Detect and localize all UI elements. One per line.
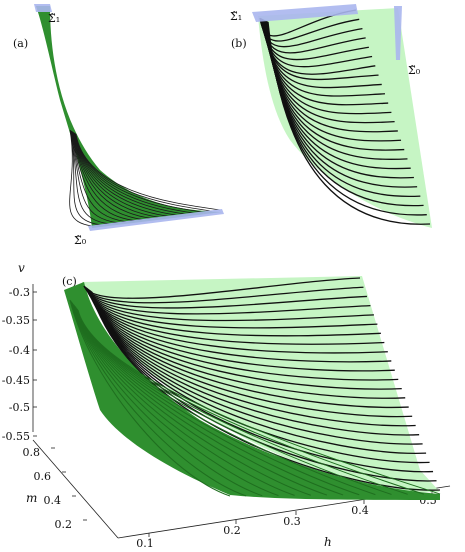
panel-b-label: (b) bbox=[231, 37, 247, 50]
panel-a-curve bbox=[75, 133, 221, 211]
h-tick-label: 0.4 bbox=[351, 504, 369, 517]
panel-c-curve bbox=[85, 287, 378, 329]
panel-a-label: (a) bbox=[13, 37, 28, 50]
v-tick-label: -0.35 bbox=[2, 314, 30, 327]
panel-c-curve bbox=[83, 285, 364, 304]
panel-b: (b) Σ̃₁ Σ̃₀ bbox=[230, 4, 432, 228]
panel-c-curve bbox=[89, 290, 423, 445]
panel-a-curve bbox=[70, 130, 110, 225]
panel-c-curve bbox=[88, 289, 409, 409]
v-tick-label: -0.3 bbox=[9, 286, 30, 299]
panel-c-curve bbox=[88, 289, 413, 418]
panel-c-curve bbox=[85, 287, 381, 337]
panel-b-curve bbox=[267, 21, 431, 225]
panel-a-sigma0: Σ̃₀ bbox=[74, 234, 87, 247]
panel-c-label: (c) bbox=[62, 275, 77, 288]
panel-a-plane-top bbox=[34, 4, 52, 12]
panel-c-curve bbox=[88, 290, 416, 427]
panel-c-lower-curve bbox=[71, 302, 279, 497]
m-tick-label: 0.6 bbox=[34, 470, 52, 483]
h-tick-label: 0.3 bbox=[283, 515, 301, 528]
v-tick-label: -0.4 bbox=[9, 344, 30, 357]
panel-a-curve bbox=[71, 131, 127, 223]
panel-a-curves bbox=[69, 129, 221, 227]
panel-c-lower-curve bbox=[70, 300, 247, 497]
panel-c-curve bbox=[84, 286, 367, 309]
panel-c-lower-curve bbox=[72, 303, 311, 496]
panel-a-curve bbox=[70, 130, 101, 226]
panel-c-curve bbox=[87, 289, 406, 399]
panel-c-curve bbox=[91, 291, 441, 491]
panel-c-curve bbox=[83, 277, 361, 299]
panel-c: (c) -0.3 -0.35 -0.4 -0.45 -0.5 -0.55 0.8 0.6 0.4… bbox=[2, 261, 451, 550]
m-axis bbox=[32, 439, 119, 539]
panel-b-plane-top bbox=[252, 4, 358, 22]
v-axis-label: v bbox=[18, 261, 25, 275]
panel-a-curve bbox=[69, 129, 93, 227]
panel-c-ticks: -0.3 -0.35 -0.4 -0.45 -0.5 -0.55 0.8 0.6 0.4 0.2 0… bbox=[2, 286, 437, 550]
panel-a-plane-bottom bbox=[88, 209, 224, 231]
m-tick-label: 0.2 bbox=[55, 518, 73, 531]
panel-c-curve bbox=[84, 286, 374, 322]
panel-a-curve bbox=[70, 130, 118, 224]
panel-c-lower-curve bbox=[77, 309, 441, 495]
panel-c-curve bbox=[87, 288, 402, 390]
panel-b-sigma1: Σ̃₁ bbox=[230, 10, 242, 23]
panel-b-plane-side bbox=[394, 6, 402, 60]
panel-c-curve bbox=[89, 290, 427, 454]
panel-c-curve bbox=[86, 287, 388, 354]
panel-c-surface-light bbox=[82, 276, 440, 493]
v-tick-label: -0.5 bbox=[9, 401, 30, 414]
panel-c-curve bbox=[86, 288, 392, 363]
panel-c-lower-curve bbox=[70, 301, 263, 497]
panel-a-surface bbox=[36, 6, 222, 228]
panel-a-curve bbox=[71, 131, 135, 222]
panel-c-curve bbox=[87, 288, 399, 381]
m-axis-label: m bbox=[26, 491, 37, 505]
panel-b-curves bbox=[259, 9, 431, 225]
panel-c-curve bbox=[86, 288, 395, 372]
panel-a-curve bbox=[73, 132, 169, 217]
h-axis-label: h bbox=[324, 535, 332, 549]
panel-a-sigma1: Σ̃₁ bbox=[48, 12, 60, 25]
panel-c-curve bbox=[85, 287, 385, 345]
panel-a: (a) Σ̃₁ Σ̃₀ bbox=[13, 4, 224, 247]
panel-c-lower-curve bbox=[69, 299, 231, 497]
panel-a-curve bbox=[72, 131, 144, 220]
panel-a-curve bbox=[72, 132, 161, 218]
m-tick-label: 0.4 bbox=[44, 494, 62, 507]
h-tick-label: 0.1 bbox=[136, 537, 154, 550]
panel-b-sigma0: Σ̃₀ bbox=[408, 64, 421, 77]
panel-c-curve bbox=[89, 290, 420, 436]
panel-c-curve bbox=[84, 286, 371, 315]
panel-b-surface bbox=[258, 8, 432, 228]
panel-a-curve bbox=[72, 131, 152, 219]
panel-c-lower-curve bbox=[71, 302, 295, 496]
v-tick-label: -0.55 bbox=[2, 430, 30, 443]
h-tick-label: 0.2 bbox=[223, 524, 241, 537]
v-tick-label: -0.45 bbox=[2, 374, 30, 387]
panel-c-curves bbox=[69, 277, 441, 497]
m-tick-label: 0.8 bbox=[23, 446, 41, 459]
